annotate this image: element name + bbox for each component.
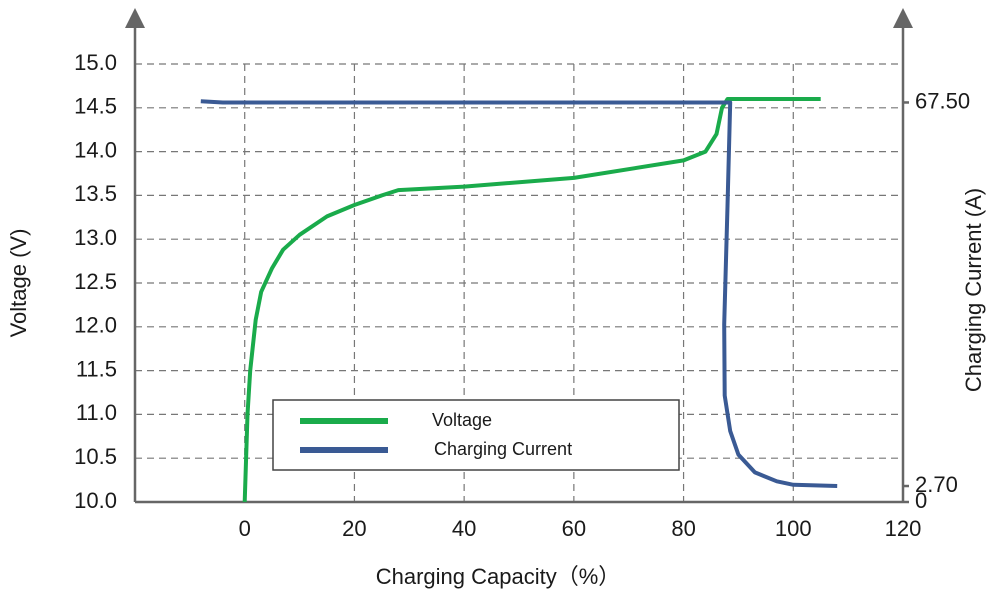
x-axis-label: Charging Capacity（%）	[376, 564, 621, 589]
y-tick-label: 15.0	[74, 50, 117, 75]
x-tick-label: 60	[562, 516, 586, 541]
y-tick-label: 14.5	[74, 94, 117, 119]
y-tick-label: 11.5	[76, 356, 117, 381]
x-tick-label: 0	[239, 516, 251, 541]
legend-label: Voltage	[432, 410, 492, 430]
y-tick-label: 13.5	[74, 181, 117, 206]
x-tick-label: 20	[342, 516, 366, 541]
y2-tick-label: 67.50	[915, 88, 970, 113]
x-tick-label: 100	[775, 516, 812, 541]
series-line	[242, 97, 821, 503]
y2-axis-arrow	[893, 8, 913, 28]
legend-label: Charging Current	[434, 439, 572, 459]
y-tick-label: 14.0	[74, 137, 117, 162]
legend-box	[272, 399, 680, 471]
series-line	[200, 99, 838, 488]
y2-tick-label: 2.70	[915, 472, 958, 497]
y2-tick-label: 0	[915, 488, 927, 513]
y-tick-label: 13.0	[74, 225, 117, 250]
x-tick-label: 40	[452, 516, 476, 541]
y-tick-label: 12.0	[74, 313, 117, 338]
y-tick-label: 10.5	[74, 444, 117, 469]
y-tick-label: 12.5	[74, 269, 117, 294]
x-tick-label: 80	[671, 516, 695, 541]
y2-axis-label: Charging Current (A)	[961, 188, 986, 392]
y-axis-label: Voltage (V)	[6, 229, 31, 338]
y-tick-label: 10.0	[74, 488, 117, 513]
x-tick-label: 120	[885, 516, 922, 541]
y-tick-label: 11.0	[76, 400, 117, 425]
y-axis-arrow	[125, 8, 145, 28]
